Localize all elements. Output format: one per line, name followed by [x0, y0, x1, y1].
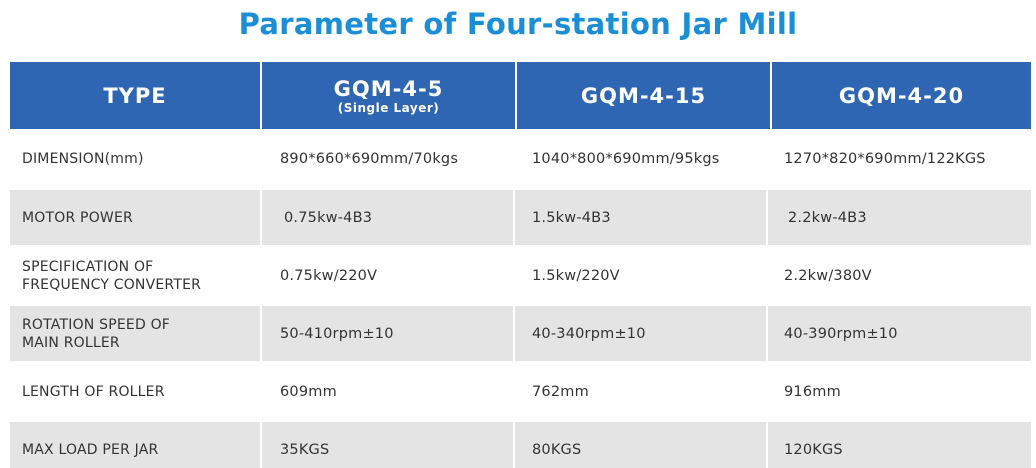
table-row-frequency-converter: SPECIFICATION OF FREQUENCY CONVERTER 0.7…: [10, 248, 1031, 303]
table-header: TYPE GQM-4-5 (Single Layer) GQM-4-15 GQM…: [10, 62, 1031, 129]
table-row-roller-length: LENGTH OF ROLLER 609mm 762mm 916mm: [10, 364, 1031, 419]
header-model-name: GQM-4-5: [333, 77, 444, 101]
header-model-2: GQM-4-15: [515, 62, 770, 129]
header-model-note: (Single Layer): [337, 101, 440, 115]
row-value: 2.2kw-4B3: [766, 190, 1025, 245]
row-label-line: FREQUENCY CONVERTER: [22, 276, 202, 293]
row-value: 1.5kw/220V: [513, 248, 766, 303]
row-value: 35KGS: [260, 422, 513, 468]
row-value: 1270*820*690mm/122KGS: [766, 129, 1025, 187]
row-value: 120KGS: [766, 422, 1025, 468]
row-value: 890*660*690mm/70kgs: [260, 129, 513, 187]
row-label-line: MAIN ROLLER: [22, 334, 120, 351]
row-label-line: ROTATION SPEED OF: [22, 316, 171, 333]
table-row-dimension: DIMENSION(mm) 890*660*690mm/70kgs 1040*8…: [10, 129, 1031, 187]
row-label: ROTATION SPEED OF MAIN ROLLER: [10, 306, 260, 361]
parameter-table: TYPE GQM-4-5 (Single Layer) GQM-4-15 GQM…: [10, 62, 1031, 468]
row-label-line: SPECIFICATION OF: [22, 258, 154, 275]
row-value: 0.75kw/220V: [260, 248, 513, 303]
page-title: Parameter of Four-station Jar Mill: [238, 7, 798, 41]
table-row-motor-power: MOTOR POWER 0.75kw-4B3 1.5kw-4B3 2.2kw-4…: [10, 190, 1031, 245]
row-label: MOTOR POWER: [22, 209, 133, 226]
row-value: 1040*800*690mm/95kgs: [513, 129, 766, 187]
row-value: 609mm: [260, 364, 513, 419]
row-value: 40-340rpm±10: [513, 306, 766, 361]
header-model-3: GQM-4-20: [770, 62, 1031, 129]
row-value: 80KGS: [513, 422, 766, 468]
table-row-max-load: MAX LOAD PER JAR 35KGS 80KGS 120KGS: [10, 422, 1031, 468]
row-value: 0.75kw-4B3: [260, 190, 513, 245]
row-label: LENGTH OF ROLLER: [22, 383, 165, 400]
header-model-1: GQM-4-5 (Single Layer): [260, 62, 515, 129]
row-value: 762mm: [513, 364, 766, 419]
header-model-name: GQM-4-20: [838, 83, 965, 108]
row-value: 916mm: [766, 364, 1025, 419]
row-value: 50-410rpm±10: [260, 306, 513, 361]
table-row-rotation-speed: ROTATION SPEED OF MAIN ROLLER 50-410rpm±…: [10, 306, 1031, 361]
row-label: SPECIFICATION OF FREQUENCY CONVERTER: [10, 248, 260, 303]
row-value: 2.2kw/380V: [766, 248, 1025, 303]
header-type-label: TYPE: [103, 83, 167, 108]
row-label: MAX LOAD PER JAR: [22, 441, 159, 458]
row-value: 1.5kw-4B3: [513, 190, 766, 245]
row-value: 40-390rpm±10: [766, 306, 1025, 361]
row-label: DIMENSION(mm): [22, 151, 144, 167]
header-type: TYPE: [10, 62, 260, 129]
header-model-name: GQM-4-15: [580, 83, 707, 108]
